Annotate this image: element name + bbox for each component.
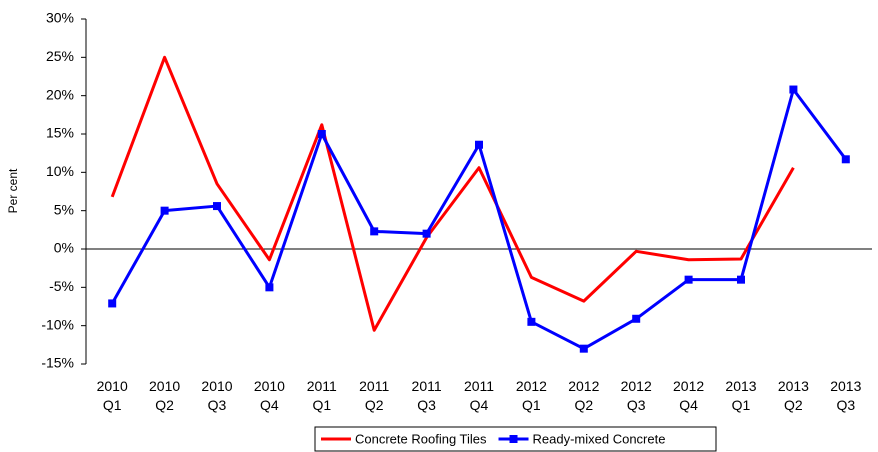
x-tick-label: 2012 Q4: [673, 378, 704, 413]
x-tick-label-line: 2011: [464, 378, 494, 394]
y-tick-label: -5%: [49, 278, 74, 294]
x-tick-label: 2010 Q4: [254, 378, 285, 413]
series-line: [110, 88, 847, 351]
y-tick-label: -10%: [41, 316, 74, 332]
x-tick-label-line: Q1: [522, 397, 541, 413]
x-tick-label: 2010 Q3: [201, 378, 232, 413]
marker: [475, 140, 483, 149]
x-tick-label-line: 2012: [621, 378, 652, 394]
marker: [108, 299, 117, 308]
x-tick-label: 2013 Q1: [725, 378, 756, 413]
x-tick-label-line: 2012: [673, 378, 704, 394]
x-tick-label-line: Q3: [627, 397, 646, 413]
marker: [265, 283, 274, 292]
x-tick-label: 2010 Q2: [149, 378, 180, 413]
x-tick-label-line: Q1: [312, 397, 331, 413]
x-tick-label-line: 2010: [97, 378, 128, 394]
x-tick-label-line: Q2: [365, 397, 384, 413]
x-tick-label: 2013 Q2: [778, 378, 809, 413]
x-tick-label: 2013 Q3: [830, 378, 861, 413]
x-tick-label: 2011 Q4: [464, 378, 494, 413]
marker: [370, 227, 379, 236]
x-tick-label-line: Q3: [417, 397, 436, 413]
x-tick-label-line: 2013: [725, 378, 756, 394]
marker: [632, 314, 641, 323]
x-tick-label: 2010 Q1: [97, 378, 128, 413]
x-tick-label-line: 2010: [149, 378, 180, 394]
marker: [527, 317, 536, 326]
x-tick-label: 2011 Q3: [412, 378, 442, 413]
y-tick-label: 15%: [46, 125, 74, 141]
x-tick-label-line: Q2: [784, 397, 803, 413]
marker: [579, 344, 588, 353]
x-tick-label: 2012 Q2: [568, 378, 599, 413]
y-axis-label: Per cent: [6, 168, 20, 213]
x-tick-label-line: Q3: [208, 397, 227, 413]
x-tick-label-line: Q4: [679, 397, 698, 413]
x-tick-label-line: Q2: [155, 397, 174, 413]
x-tick-label-line: Q4: [470, 397, 489, 413]
marker: [684, 275, 693, 284]
x-tick-label-line: 2011: [359, 378, 389, 394]
x-tick-label: 2011 Q1: [307, 378, 337, 413]
x-tick-label-line: Q1: [732, 397, 751, 413]
marker: [213, 202, 221, 211]
y-tick-label: -15%: [41, 355, 74, 371]
x-tick-label: 2011 Q2: [359, 378, 389, 413]
legend-label: Concrete Roofing Tiles: [355, 431, 487, 446]
x-tick-label-line: 2013: [830, 378, 861, 394]
x-tick-label: 2012 Q3: [621, 378, 652, 413]
legend-label: Ready-mixed Concrete: [533, 431, 666, 446]
x-tick-label-line: 2010: [201, 378, 232, 394]
marker: [841, 155, 850, 164]
x-tick-label-line: 2011: [307, 378, 337, 394]
x-tick-label-line: Q4: [260, 397, 279, 413]
y-tick-label: 10%: [46, 163, 74, 179]
y-tick-label: 5%: [54, 201, 74, 217]
x-tick-label-line: 2012: [568, 378, 599, 394]
marker: [317, 130, 326, 138]
x-tick-label-line: Q1: [103, 397, 122, 413]
x-tick-label-line: 2010: [254, 378, 285, 394]
x-tick-label-line: 2012: [516, 378, 547, 394]
x-tick-label-line: 2011: [412, 378, 442, 394]
series-line: [110, 55, 795, 332]
x-tick-label: 2012 Q1: [516, 378, 547, 413]
y-tick-label: 30%: [46, 10, 74, 26]
y-tick-label: 25%: [46, 48, 74, 64]
marker: [789, 85, 798, 94]
marker: [160, 206, 169, 215]
y-tick-label: 0%: [54, 240, 74, 256]
x-tick-label-line: 2013: [778, 378, 809, 394]
y-tick-label: 20%: [46, 86, 74, 102]
x-tick-label-line: Q3: [836, 397, 855, 413]
legend-marker: [509, 435, 518, 443]
marker: [422, 229, 431, 238]
marker: [737, 275, 745, 284]
x-tick-label-line: Q2: [574, 397, 593, 413]
